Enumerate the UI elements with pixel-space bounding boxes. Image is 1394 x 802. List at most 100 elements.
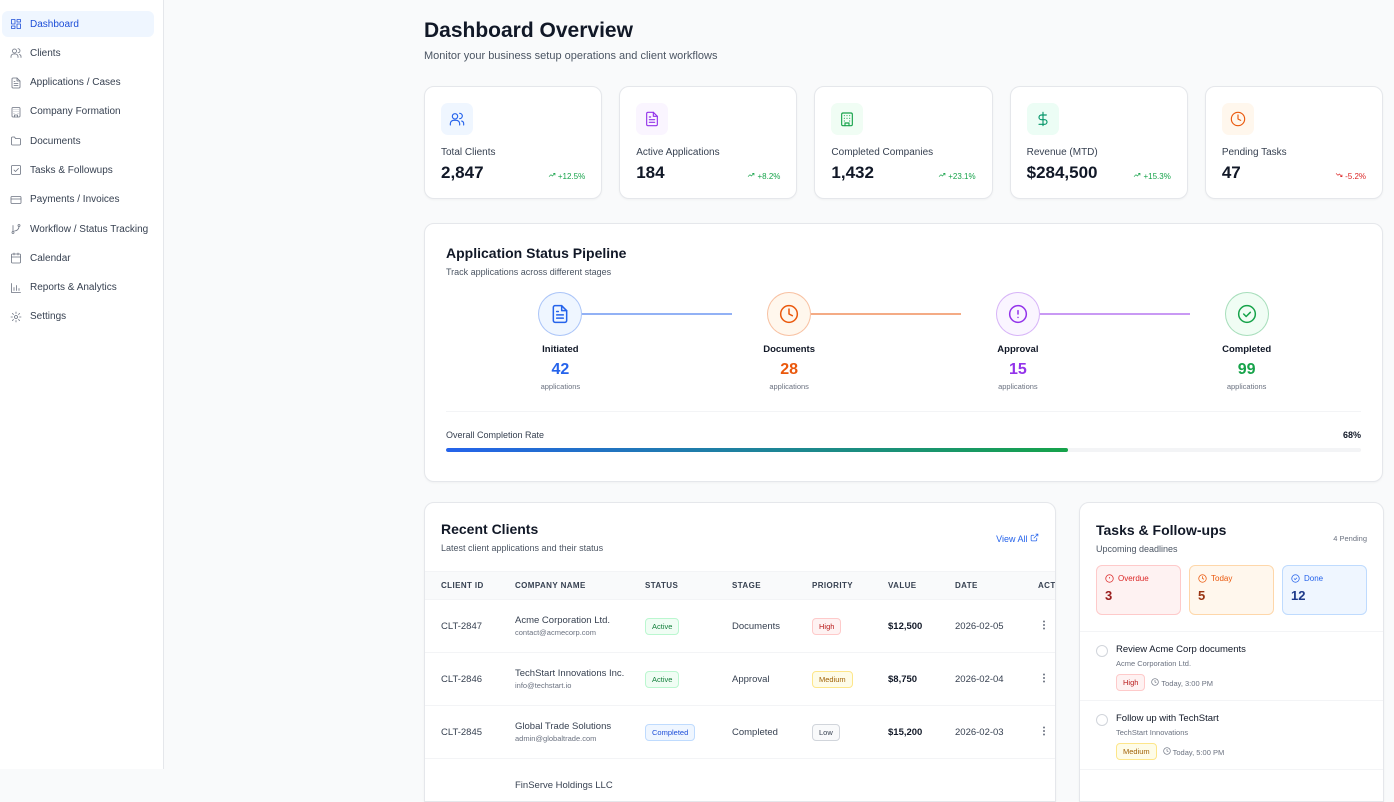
cell: Low xyxy=(811,706,887,759)
summary-label-row: Done xyxy=(1291,574,1358,583)
nav-label: Workflow / Status Tracking xyxy=(30,224,148,235)
stat-icon xyxy=(1222,103,1254,135)
status-badge: Completed xyxy=(645,724,695,741)
client-value: $15,200 xyxy=(888,727,922,738)
icon xyxy=(10,18,22,30)
stage-unit: applications xyxy=(541,382,581,391)
cell xyxy=(731,759,811,802)
nav-label: Dashboard xyxy=(30,19,79,30)
task-title: Review Acme Corp documents xyxy=(1116,644,1246,655)
cell: $12,500 xyxy=(887,600,954,653)
stat-icon xyxy=(1027,103,1059,135)
cell: 2026-02-03 xyxy=(954,706,1037,759)
summary-icon xyxy=(1105,574,1114,583)
cell: 2026-02-05 xyxy=(954,600,1037,653)
nav-item[interactable]: Payments / Invoices xyxy=(2,187,154,213)
nav-item[interactable]: Workflow / Status Tracking xyxy=(2,216,154,242)
nav-item[interactable]: Reports & Analytics xyxy=(2,275,154,301)
nav-item[interactable]: Clients xyxy=(2,40,154,66)
cell xyxy=(1037,759,1056,802)
cell xyxy=(887,759,954,802)
nav-label: Tasks & Followups xyxy=(30,165,113,176)
priority-badge: Medium xyxy=(812,671,853,688)
row-actions[interactable] xyxy=(1038,676,1050,687)
task-meta: Medium Today, 5:00 PM xyxy=(1116,743,1224,760)
icon xyxy=(10,77,22,89)
task-time-wrap: Today, 5:00 PM xyxy=(1163,747,1225,757)
client-date: 2026-02-03 xyxy=(955,727,1004,738)
nav-label: Settings xyxy=(30,311,66,322)
nav-item[interactable]: Dashboard xyxy=(2,11,154,37)
view-all-link[interactable]: View All xyxy=(996,533,1039,553)
cell: Documents xyxy=(731,600,811,653)
change-text: +12.5% xyxy=(558,172,585,181)
nav-label: Calendar xyxy=(30,253,71,264)
stage-name: Initiated xyxy=(542,344,578,355)
stat-label: Total Clients xyxy=(441,147,585,158)
nav-item[interactable]: Settings xyxy=(2,304,154,330)
nav-item[interactable]: Company Formation xyxy=(2,99,154,125)
menu-icon xyxy=(1038,725,1050,737)
nav-item[interactable]: Applications / Cases xyxy=(2,70,154,96)
cell: Medium xyxy=(811,653,887,706)
row-actions[interactable] xyxy=(1038,729,1050,740)
main: Dashboard Overview Monitor your business… xyxy=(424,0,1383,482)
change-text: -5.2% xyxy=(1345,172,1366,181)
nav-label: Reports & Analytics xyxy=(30,282,117,293)
stage-icon xyxy=(1225,292,1269,336)
stage-name: Approval xyxy=(997,344,1038,355)
summary-label: Overdue xyxy=(1118,574,1149,583)
nav-label: Documents xyxy=(30,136,81,147)
summary-icon xyxy=(1291,574,1300,583)
cell xyxy=(1037,600,1056,653)
task-meta: High Today, 3:00 PM xyxy=(1116,674,1246,691)
stage-unit: applications xyxy=(769,382,809,391)
stat-card: Revenue (MTD)$284,500 +15.3% xyxy=(1010,86,1188,199)
company-email: info@techstart.io xyxy=(515,681,643,690)
trend-icon xyxy=(548,171,556,179)
stage-count: 28 xyxy=(780,361,798,379)
stage-count: 15 xyxy=(1009,361,1027,379)
nav-item[interactable]: Tasks & Followups xyxy=(2,157,154,183)
icon xyxy=(449,111,465,127)
cell: $8,750 xyxy=(887,653,954,706)
icon xyxy=(10,47,22,59)
column-header: COMPANY NAME xyxy=(514,572,644,600)
priority-badge: Low xyxy=(812,724,840,741)
company-name: FinServe Holdings LLC xyxy=(515,780,643,791)
icon xyxy=(1237,304,1257,324)
nav-item[interactable]: Documents xyxy=(2,128,154,154)
stat-change: +15.3% xyxy=(1133,171,1171,181)
nav-item[interactable]: Calendar xyxy=(2,245,154,271)
completion-value: 68% xyxy=(1343,430,1361,440)
nav-label: Applications / Cases xyxy=(30,77,121,88)
nav-label: Clients xyxy=(30,48,61,59)
cell: FinServe Holdings LLC xyxy=(514,759,644,802)
icon xyxy=(10,282,22,294)
cell: CLT-2846 xyxy=(425,653,514,706)
task-checkbox[interactable] xyxy=(1096,645,1108,657)
task-time-wrap: Today, 3:00 PM xyxy=(1151,678,1213,688)
summary-count: 12 xyxy=(1291,588,1358,603)
cell: CLT-2847 xyxy=(425,600,514,653)
row-actions[interactable] xyxy=(1038,623,1050,634)
task-checkbox[interactable] xyxy=(1096,714,1108,726)
nav-label: Company Formation xyxy=(30,106,121,117)
icon xyxy=(839,111,855,127)
